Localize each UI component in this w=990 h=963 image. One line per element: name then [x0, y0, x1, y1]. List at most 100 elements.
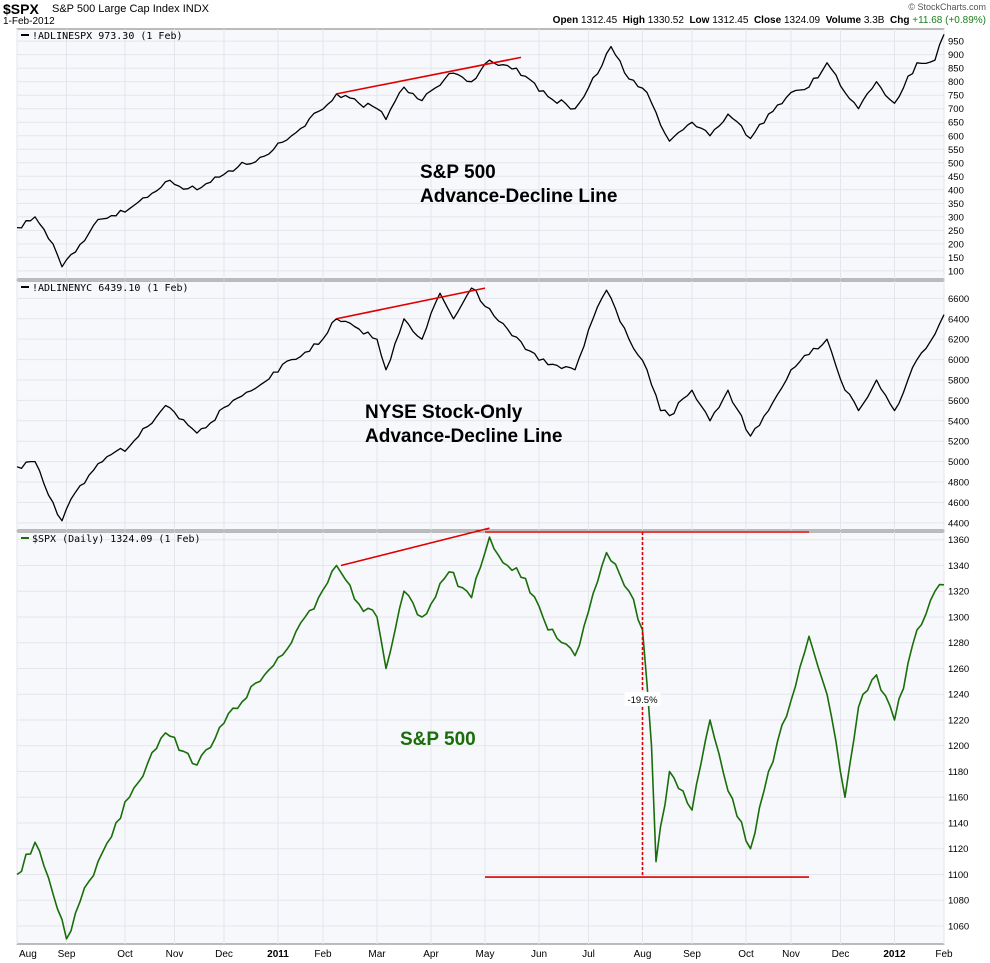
- y-tick-label: 1300: [948, 612, 969, 623]
- panel-adline-nyse: 4400 4600 4800 5000 5200 5400 5600 5800 6000 6200…: [16, 280, 969, 531]
- legend-label: !ADLINESPX 973.30 (1 Feb): [32, 31, 183, 42]
- low-value: 1312.45: [712, 15, 749, 26]
- y-tick-label: 5400: [948, 416, 969, 427]
- x-tick-label: Oct: [738, 949, 754, 960]
- quote-summary: Open 1312.45 High 1330.52 Low 1312.45 Cl…: [553, 15, 986, 26]
- annotation-text: Advance-Decline Line: [365, 426, 562, 447]
- pct-label-bg: [624, 691, 661, 706]
- x-tick-label: Aug: [19, 949, 37, 960]
- y-tick-label: 750: [948, 91, 964, 102]
- chg-label: Chg: [890, 15, 910, 26]
- y-tick-label: 1100: [948, 870, 968, 881]
- header-date: 1-Feb-2012: [3, 16, 55, 27]
- y-tick-label: 300: [948, 212, 964, 223]
- index-name: S&P 500 Large Cap Index: [52, 3, 180, 15]
- y-tick-label: 400: [948, 185, 964, 196]
- trend-line: [340, 527, 490, 567]
- brand: © StockCharts.com: [908, 2, 986, 12]
- y-tick-label: 450: [948, 172, 964, 183]
- high-label: High: [622, 15, 645, 26]
- y-tick-label: 6200: [948, 335, 969, 346]
- panel-frame: [16, 280, 945, 531]
- x-tick-label: 2011: [267, 949, 289, 960]
- y-tick-label: 1240: [948, 690, 969, 701]
- symbol-name: S&P 500 Large Cap Index INDX: [52, 3, 209, 15]
- trend-line: [336, 287, 486, 320]
- x-tick-label: Apr: [423, 949, 439, 960]
- panel-frame: [16, 531, 945, 945]
- y-tick-label: 4800: [948, 478, 969, 489]
- y-tick-label: 850: [948, 64, 964, 75]
- y-tick-label: 550: [948, 145, 964, 156]
- x-tick-label: Dec: [215, 949, 233, 960]
- y-tick-label: 5000: [948, 457, 969, 468]
- y-tick-label: 950: [948, 37, 964, 48]
- y-tick-label: 1200: [948, 741, 969, 752]
- annotation-text: Advance-Decline Line: [420, 186, 617, 207]
- annotation-text: NYSE Stock-Only: [365, 402, 523, 423]
- panel-spx-price: 1060 1080 1100 1120 1140 1160 1180 1200 1220 1240…: [16, 527, 969, 945]
- y-tick-label: 600: [948, 131, 964, 142]
- x-tick-label: Oct: [117, 949, 133, 960]
- legend-label: !ADLINENYC 6439.10 (1 Feb): [32, 283, 189, 294]
- y-tick-label: 5200: [948, 437, 969, 448]
- x-tick-label: Sep: [58, 949, 76, 960]
- y-tick-label: 1360: [948, 535, 969, 546]
- panel-adline-spx: 100 150 200 250 300 350 400 450 500 550 600 650 700 7…: [16, 28, 964, 280]
- y-tick-label: 6000: [948, 355, 969, 366]
- x-tick-label: Sep: [683, 949, 701, 960]
- series-line: [16, 536, 945, 940]
- legend-label: $SPX (Daily) 1324.09 (1 Feb): [32, 534, 201, 545]
- y-tick-label: 1180: [948, 767, 968, 778]
- y-tick-label: 6400: [948, 314, 969, 325]
- x-tick-label: Dec: [832, 949, 850, 960]
- y-tick-label: 1060: [948, 921, 969, 932]
- chart-header: $SPX S&P 500 Large Cap Index INDX 1-Feb-…: [0, 0, 990, 28]
- y-tick-label: 1140: [948, 818, 968, 829]
- y-tick-label: 200: [948, 239, 964, 250]
- panel-frame: [16, 28, 945, 280]
- y-tick-label: 500: [948, 158, 964, 169]
- annotation-text: S&P 500: [400, 729, 476, 750]
- open-value: 1312.45: [581, 15, 618, 26]
- y-tick-label: 900: [948, 50, 964, 61]
- high-value: 1330.52: [647, 15, 684, 26]
- y-tick-label: 100: [948, 266, 964, 277]
- annotation-text: S&P 500: [420, 162, 496, 183]
- y-tick-label: 1160: [948, 793, 968, 804]
- y-tick-label: 650: [948, 118, 964, 129]
- y-tick-label: 350: [948, 199, 964, 210]
- y-tick-label: 5800: [948, 375, 969, 386]
- x-tick-label: Jul: [582, 949, 595, 960]
- y-tick-label: 1220: [948, 715, 969, 726]
- close-value: 1324.09: [783, 15, 821, 26]
- y-tick-label: 4600: [948, 498, 969, 509]
- y-tick-label: 800: [948, 77, 964, 88]
- y-tick-label: 1260: [948, 664, 969, 675]
- volume-label: Volume: [825, 15, 862, 26]
- x-tick-label: Feb: [935, 949, 953, 960]
- y-tick-label: 5600: [948, 396, 969, 407]
- x-tick-label: 2012: [883, 949, 906, 960]
- y-tick-label: 250: [948, 226, 964, 237]
- y-tick-label: 4400: [948, 518, 969, 529]
- x-tick-label: Jun: [531, 949, 547, 960]
- pct-label: -19.5%: [627, 695, 658, 706]
- exchange: INDX: [182, 3, 209, 15]
- y-tick-label: 1280: [948, 638, 969, 649]
- y-tick-label: 1080: [948, 896, 969, 907]
- x-tick-label: Aug: [634, 949, 652, 960]
- volume-value: 3.3B: [863, 15, 885, 26]
- series-line: [16, 34, 945, 268]
- y-tick-label: 1340: [948, 561, 969, 572]
- x-tick-label: Feb: [314, 949, 332, 960]
- series-line: [16, 287, 945, 522]
- y-tick-label: 6600: [948, 294, 969, 305]
- y-tick-label: 1320: [948, 587, 969, 598]
- y-tick-label: 150: [948, 253, 964, 264]
- y-tick-label: 700: [948, 104, 964, 115]
- x-tick-label: May: [476, 949, 495, 960]
- x-tick-label: Nov: [166, 949, 184, 960]
- low-label: Low: [689, 15, 710, 26]
